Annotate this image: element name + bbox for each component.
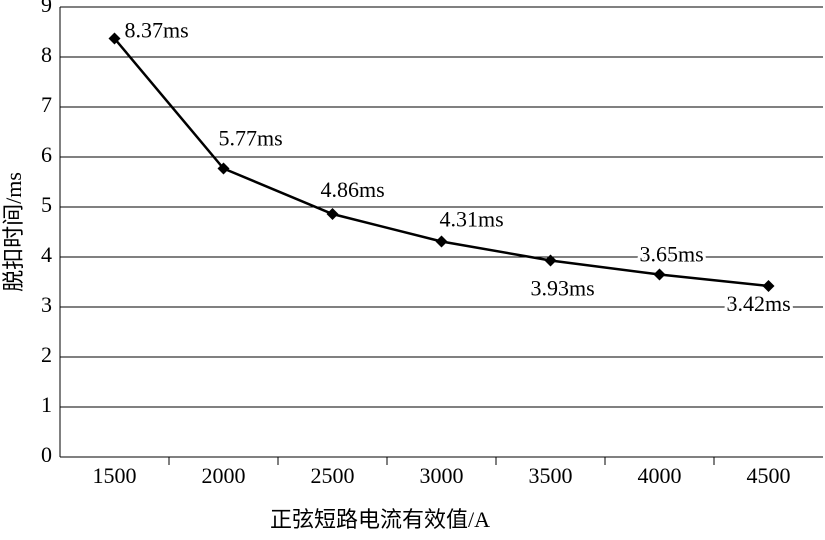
marker <box>544 254 557 267</box>
y-tick-label: 0 <box>41 442 52 467</box>
y-tick-label: 5 <box>41 192 52 217</box>
data-label: 4.31ms <box>440 207 504 232</box>
y-tick-label: 6 <box>41 142 52 167</box>
data-label: 4.86ms <box>321 177 385 202</box>
y-tick-label: 3 <box>41 292 52 317</box>
x-tick-label: 3500 <box>529 463 573 488</box>
y-tick-label: 9 <box>41 0 52 17</box>
y-tick-label: 1 <box>41 392 52 417</box>
y-tick-label: 8 <box>41 42 52 67</box>
marker <box>326 208 339 220</box>
marker <box>108 32 121 45</box>
marker <box>435 235 448 248</box>
x-tick-label: 1500 <box>93 463 137 488</box>
data-label: 3.65ms <box>640 242 704 267</box>
marker <box>653 268 666 281</box>
data-label: 3.42ms <box>727 291 791 316</box>
y-axis-label: 脱扣时间/ms <box>1 172 26 292</box>
x-tick-label: 2000 <box>202 463 246 488</box>
x-tick-label: 4000 <box>638 463 682 488</box>
x-axis-label: 正弦短路电流有效值/A <box>270 507 490 532</box>
y-tick-label: 4 <box>41 242 52 267</box>
data-label: 5.77ms <box>219 126 283 151</box>
marker <box>762 280 775 292</box>
x-tick-label: 3000 <box>420 463 464 488</box>
y-tick-label: 2 <box>41 342 52 367</box>
x-tick-label: 2500 <box>311 463 355 488</box>
data-label: 3.93ms <box>531 276 595 301</box>
x-tick-label: 4500 <box>747 463 791 488</box>
data-label: 8.37ms <box>125 18 189 43</box>
marker <box>217 162 230 175</box>
y-tick-label: 7 <box>41 92 52 117</box>
